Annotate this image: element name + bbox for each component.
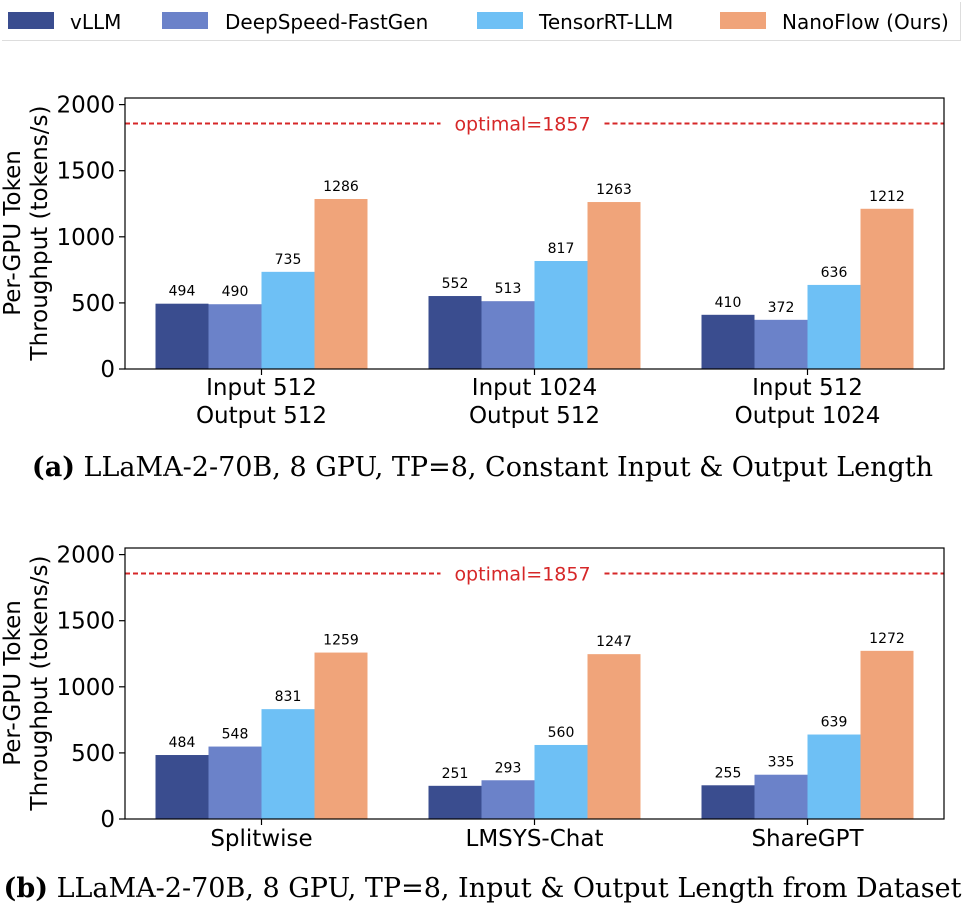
caption-a: (a) LLaMA-2-70B, 8 GPU, TP=8, Constant I… <box>0 452 965 483</box>
bar-vllm-1 <box>155 303 209 369</box>
bar-vllm-3 <box>701 314 755 369</box>
data-label-nanoflow-ours-2: 1247 <box>596 634 632 650</box>
y-axis-label: Per-GPU TokenThroughput (tokens/s) <box>0 106 53 362</box>
bar-nanoflow-ours-3 <box>860 650 914 819</box>
x-tick-label-line-1: Splitwise <box>210 826 312 852</box>
legend-swatch-nanoflow <box>720 12 766 29</box>
data-label-tensorrt-llm-3: 636 <box>821 265 848 281</box>
data-label-deepspeed-fastgen-1: 490 <box>222 284 249 300</box>
bar-nanoflow-ours-1 <box>314 652 368 819</box>
bar-tensorrt-llm-2 <box>534 744 588 819</box>
bar-nanoflow-ours-2 <box>587 202 641 369</box>
bar-vllm-1 <box>155 755 209 819</box>
x-tick-label-line-1: Input 1024 <box>472 375 597 401</box>
y-axis-label-line-1: Per-GPU Token <box>0 600 26 766</box>
y-tick-label-1500: 1500 <box>56 609 115 635</box>
x-tick-label-lmsys-chat: LMSYS-Chat <box>466 826 604 852</box>
data-label-tensorrt-llm-2: 817 <box>548 241 575 257</box>
x-tick-label-line-2: Output 1024 <box>735 403 881 429</box>
data-label-vllm-3: 255 <box>715 765 742 781</box>
data-label-deepspeed-fastgen-2: 513 <box>495 281 522 297</box>
x-tick-label-line-1: Input 512 <box>206 375 317 401</box>
data-label-nanoflow-ours-1: 1259 <box>323 633 359 649</box>
x-tick-label-line-1: ShareGPT <box>751 826 864 852</box>
optimal-label: optimal=1857 <box>454 564 590 586</box>
data-label-vllm-2: 552 <box>442 276 469 292</box>
x-tick-label-line-2: Output 512 <box>469 403 600 429</box>
y-tick-label-1000: 1000 <box>56 675 115 701</box>
bar-tensorrt-llm-1 <box>261 271 315 369</box>
x-tick-label-splitwise: Splitwise <box>210 826 312 852</box>
data-label-tensorrt-llm-3: 639 <box>821 715 848 731</box>
data-label-tensorrt-llm-1: 735 <box>275 252 302 268</box>
legend-swatch-tensorrt <box>477 12 523 29</box>
caption-a-text: LLaMA-2-70B, 8 GPU, TP=8, Constant Input… <box>74 452 934 483</box>
x-tick-label-input-512-output-1024: Input 512 Output 1024 <box>735 375 881 429</box>
bar-nanoflow-ours-1 <box>314 198 368 369</box>
optimal-label: optimal=1857 <box>454 114 590 136</box>
bar-nanoflow-ours-2 <box>587 654 641 819</box>
y-tick-label-0: 0 <box>100 357 115 383</box>
bar-tensorrt-llm-2 <box>534 260 588 369</box>
legend-swatch-vllm <box>8 12 54 29</box>
caption-b-text: LLaMA-2-70B, 8 GPU, TP=8, Input & Output… <box>47 873 962 904</box>
y-tick-label-0: 0 <box>100 807 115 833</box>
data-label-deepspeed-fastgen-2: 293 <box>495 760 522 776</box>
bar-deepspeed-fastgen-1 <box>208 746 262 819</box>
y-axis-label-line-2: Throughput (tokens/s) <box>27 106 53 362</box>
bar-tensorrt-llm-1 <box>261 709 315 819</box>
data-label-vllm-1: 484 <box>169 735 196 751</box>
bar-vllm-2 <box>428 785 482 819</box>
chart-b: 484 251 255 548 293 335 831 560 639 1259 1247 1272 o… <box>0 543 945 852</box>
data-label-deepspeed-fastgen-3: 335 <box>768 755 795 771</box>
x-tick-label-sharegpt: ShareGPT <box>751 826 864 852</box>
y-tick-label-1000: 1000 <box>56 225 115 251</box>
bar-tensorrt-llm-3 <box>807 284 861 369</box>
legend-label-vllm: vLLM <box>70 10 122 34</box>
chart-a: 494 552 410 490 513 372 735 817 636 1286 1263 1212 o… <box>0 93 945 429</box>
y-axis-label-line-2: Throughput (tokens/s) <box>27 556 53 812</box>
data-label-vllm-2: 251 <box>442 766 469 782</box>
bar-deepspeed-fastgen-2 <box>481 780 535 819</box>
y-tick-label-500: 500 <box>71 741 115 767</box>
bar-vllm-2 <box>428 296 482 369</box>
bar-tensorrt-llm-3 <box>807 734 861 819</box>
legend-frame <box>2 2 961 41</box>
caption-b: (b) LLaMA-2-70B, 8 GPU, TP=8, Input & Ou… <box>0 873 965 904</box>
data-label-vllm-3: 410 <box>715 295 742 311</box>
y-tick-label-2000: 2000 <box>56 543 115 569</box>
data-label-nanoflow-ours-1: 1286 <box>323 179 359 195</box>
bar-deepspeed-fastgen-2 <box>481 301 535 369</box>
bar-deepspeed-fastgen-1 <box>208 304 262 369</box>
legend: vLLM DeepSpeed-FastGen TensorRT-LLM Nano… <box>0 0 965 42</box>
x-tick-label-input-1024-output-512: Input 1024 Output 512 <box>469 375 600 429</box>
y-tick-label-2000: 2000 <box>56 93 115 119</box>
data-label-deepspeed-fastgen-3: 372 <box>768 300 795 316</box>
caption-a-label: (a) <box>31 452 75 483</box>
bar-deepspeed-fastgen-3 <box>754 774 808 819</box>
x-tick-label-input-512-output-512: Input 512 Output 512 <box>196 375 327 429</box>
y-tick-label-1500: 1500 <box>56 159 115 185</box>
y-axis-label-line-1: Per-GPU Token <box>0 150 26 316</box>
data-label-deepspeed-fastgen-1: 548 <box>222 727 249 743</box>
bar-vllm-3 <box>701 785 755 819</box>
x-tick-label-line-1: Input 512 <box>752 375 863 401</box>
y-axis-label: Per-GPU TokenThroughput (tokens/s) <box>0 556 53 812</box>
data-label-tensorrt-llm-1: 831 <box>275 689 302 705</box>
data-label-vllm-1: 494 <box>169 284 196 300</box>
data-label-nanoflow-ours-3: 1212 <box>869 189 905 205</box>
bar-deepspeed-fastgen-3 <box>754 319 808 369</box>
bar-nanoflow-ours-3 <box>860 208 914 369</box>
data-label-tensorrt-llm-2: 560 <box>548 725 575 741</box>
data-label-nanoflow-ours-3: 1272 <box>869 631 905 647</box>
x-tick-label-line-1: LMSYS-Chat <box>466 826 604 852</box>
x-tick-label-line-2: Output 512 <box>196 403 327 429</box>
caption-b-label: (b) <box>3 873 48 904</box>
y-tick-label-500: 500 <box>71 291 115 317</box>
legend-label-nanoflow: NanoFlow (Ours) <box>782 10 949 34</box>
data-label-nanoflow-ours-2: 1263 <box>596 182 632 198</box>
legend-label-deepspeed: DeepSpeed-FastGen <box>225 10 429 34</box>
legend-swatch-deepspeed <box>162 12 208 29</box>
legend-label-tensorrt: TensorRT-LLM <box>539 10 674 34</box>
